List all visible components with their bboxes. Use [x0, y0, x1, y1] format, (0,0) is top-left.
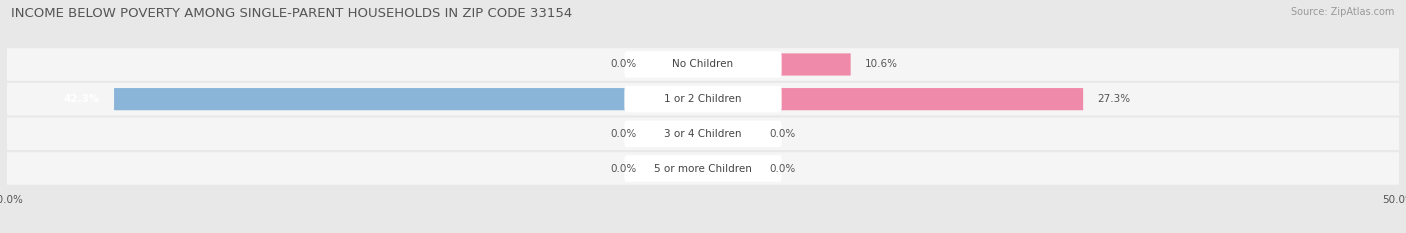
FancyBboxPatch shape — [647, 158, 703, 180]
FancyBboxPatch shape — [703, 88, 1083, 110]
Text: 27.3%: 27.3% — [1097, 94, 1130, 104]
Text: 0.0%: 0.0% — [770, 164, 796, 174]
FancyBboxPatch shape — [114, 88, 703, 110]
Text: 5 or more Children: 5 or more Children — [654, 164, 752, 174]
Text: 10.6%: 10.6% — [865, 59, 897, 69]
FancyBboxPatch shape — [7, 48, 1399, 81]
Text: 0.0%: 0.0% — [610, 129, 636, 139]
Text: 3 or 4 Children: 3 or 4 Children — [664, 129, 742, 139]
FancyBboxPatch shape — [624, 86, 782, 113]
Text: 1 or 2 Children: 1 or 2 Children — [664, 94, 742, 104]
Text: 0.0%: 0.0% — [610, 164, 636, 174]
FancyBboxPatch shape — [647, 53, 703, 75]
FancyBboxPatch shape — [7, 117, 1399, 150]
Text: 0.0%: 0.0% — [610, 59, 636, 69]
FancyBboxPatch shape — [624, 155, 782, 182]
FancyBboxPatch shape — [703, 123, 759, 145]
FancyBboxPatch shape — [647, 123, 703, 145]
FancyBboxPatch shape — [7, 152, 1399, 185]
Text: 0.0%: 0.0% — [770, 129, 796, 139]
FancyBboxPatch shape — [703, 53, 851, 75]
Text: 42.3%: 42.3% — [63, 94, 100, 104]
FancyBboxPatch shape — [703, 158, 759, 180]
FancyBboxPatch shape — [624, 51, 782, 78]
FancyBboxPatch shape — [624, 120, 782, 147]
Text: Source: ZipAtlas.com: Source: ZipAtlas.com — [1291, 7, 1395, 17]
Text: INCOME BELOW POVERTY AMONG SINGLE-PARENT HOUSEHOLDS IN ZIP CODE 33154: INCOME BELOW POVERTY AMONG SINGLE-PARENT… — [11, 7, 572, 20]
FancyBboxPatch shape — [7, 83, 1399, 116]
Text: No Children: No Children — [672, 59, 734, 69]
